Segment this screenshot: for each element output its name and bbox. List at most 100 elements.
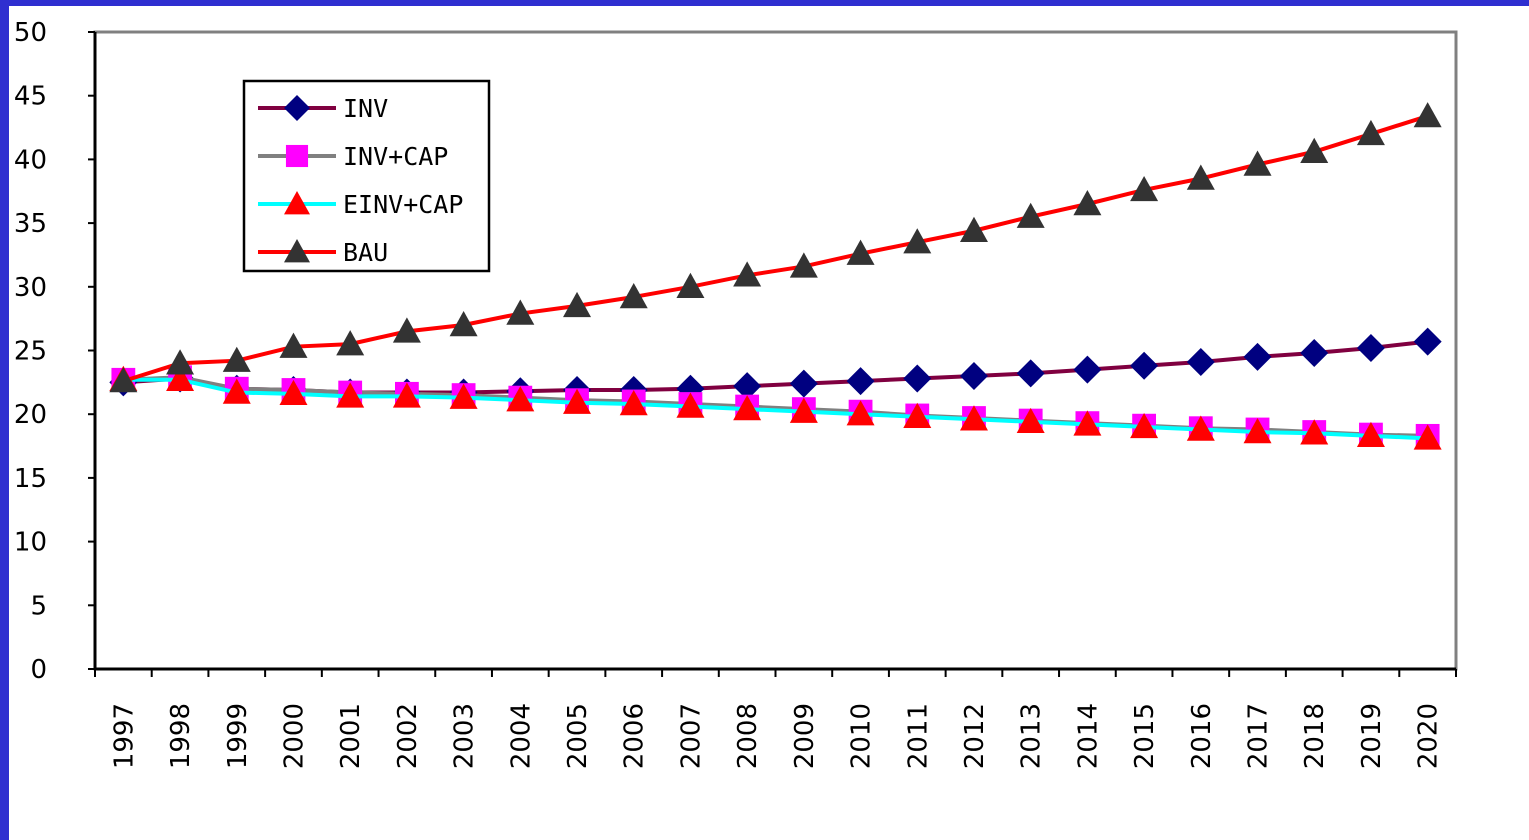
data-point-marker (619, 282, 648, 309)
data-point-marker (1300, 339, 1329, 368)
data-point-marker (733, 395, 762, 421)
x-tick-label: 2018 (1300, 703, 1330, 769)
data-point-marker (449, 311, 478, 337)
x-tick-label: 2019 (1357, 703, 1387, 769)
legend-label: BAU (343, 238, 388, 267)
y-tick-label: 35 (14, 209, 47, 239)
line-chart: 0 5 10 15 20 25 30 35 40 45 50 1997 1998 1999 2000 2001… (14, 18, 1458, 769)
data-point-marker (1073, 410, 1102, 436)
legend-box (242, 79, 491, 273)
x-tick-label: 2014 (1073, 703, 1103, 769)
y-tick-label: 40 (14, 145, 47, 175)
x-tick-label: 2017 (1244, 703, 1274, 769)
y-tick-label: 20 (14, 400, 47, 430)
x-tick-label: 2005 (563, 703, 593, 769)
data-point-marker (1186, 347, 1215, 376)
legend-item: INV (258, 94, 388, 123)
data-point-marker (1243, 418, 1272, 444)
data-point-marker (222, 378, 251, 404)
series-line (122, 114, 1429, 383)
x-tick-label: 2012 (960, 703, 990, 769)
data-point-marker (789, 369, 818, 398)
data-point-marker (959, 216, 988, 242)
y-tick-label: 30 (14, 273, 47, 303)
data-point-marker (1356, 119, 1385, 146)
x-tick-label: 1997 (109, 703, 139, 769)
data-point-marker (1300, 419, 1329, 445)
data-point-marker (1300, 137, 1329, 163)
series-bau (109, 102, 1442, 393)
legend-marker (284, 95, 310, 121)
data-point-marker (619, 390, 648, 416)
data-point-marker (279, 332, 308, 358)
data-point-marker (392, 382, 421, 408)
legend: INV INV+CAP EINV+CAP BAU (242, 79, 491, 273)
y-tick-label: 10 (14, 528, 47, 558)
x-tick-label: 2002 (393, 703, 423, 769)
data-point-marker (1186, 164, 1215, 190)
x-tick-label: 2007 (676, 703, 706, 769)
y-tick-label: 15 (14, 464, 47, 494)
data-point-marker (563, 291, 592, 318)
x-tick-label: 2011 (903, 703, 933, 769)
data-point-marker (733, 261, 762, 287)
data-point-marker (166, 365, 195, 392)
data-point-marker (563, 388, 592, 414)
data-point-marker (1130, 175, 1159, 202)
x-tick-label: 2006 (620, 703, 650, 769)
data-point-marker (1413, 327, 1442, 356)
x-tick-label: 2008 (733, 703, 763, 769)
data-point-marker (846, 367, 875, 396)
data-point-marker (959, 361, 988, 390)
series-layer (109, 102, 1442, 450)
data-point-marker (1413, 424, 1442, 450)
data-point-marker (1413, 102, 1442, 128)
legend-item: EINV+CAP (258, 190, 463, 219)
data-point-marker (903, 364, 932, 393)
series-line (123, 377, 1428, 441)
x-tick-label: 2010 (847, 703, 877, 769)
data-point-marker (1186, 415, 1215, 441)
data-point-marker (959, 405, 988, 431)
data-point-marker (336, 330, 365, 356)
data-point-marker (336, 382, 365, 408)
x-tick-label: 2020 (1414, 703, 1444, 769)
legend-label: INV (343, 94, 388, 123)
x-tick-label: 1999 (223, 703, 253, 769)
x-tick-label: 2000 (279, 703, 309, 769)
y-tick-label: 0 (30, 655, 47, 685)
data-point-marker (1016, 202, 1045, 228)
data-point-marker (222, 346, 251, 372)
data-point-marker (506, 386, 535, 412)
data-point-marker (449, 383, 478, 409)
data-point-marker (1243, 342, 1272, 371)
x-tick-label: 1998 (166, 703, 196, 769)
x-tick-label: 2013 (1017, 703, 1047, 769)
data-point-marker (676, 392, 705, 418)
data-point-marker (846, 400, 875, 426)
data-point-marker (1243, 150, 1272, 176)
x-tick-label: 2001 (336, 703, 366, 769)
legend-marker (284, 239, 310, 263)
data-point-marker (279, 379, 308, 406)
legend-marker (285, 144, 309, 168)
y-tick-label: 45 (14, 82, 47, 112)
data-point-marker (392, 317, 421, 343)
data-point-marker (1073, 189, 1102, 216)
data-point-marker (733, 372, 762, 401)
data-point-marker (1016, 359, 1045, 388)
data-point-marker (903, 228, 932, 254)
data-point-marker (1130, 412, 1159, 439)
data-point-marker (1130, 351, 1159, 380)
legend-item: BAU (258, 238, 388, 267)
data-point-marker (109, 367, 138, 393)
legend-marker (284, 191, 310, 215)
axes: 0 5 10 15 20 25 30 35 40 45 50 1997 1998 1999 2000 2001… (14, 18, 1457, 769)
x-tick-label: 2015 (1130, 703, 1160, 769)
data-point-marker (1356, 333, 1385, 362)
y-tick-label: 25 (14, 337, 47, 367)
data-point-marker (676, 272, 705, 298)
legend-item: INV+CAP (258, 142, 448, 171)
data-point-marker (789, 252, 818, 278)
